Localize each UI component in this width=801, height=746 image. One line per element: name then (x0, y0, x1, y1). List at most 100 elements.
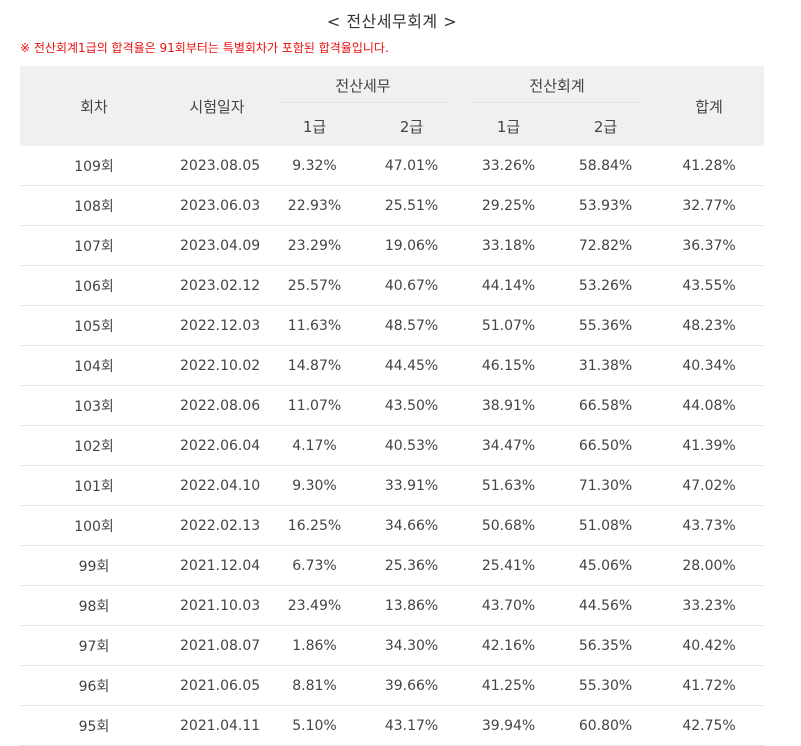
exam-date-cell: 2022.08.06 (168, 385, 266, 426)
round-cell: 102회 (20, 425, 168, 466)
exam-date-cell: 2023.02.12 (168, 265, 266, 306)
table-row: 96회 2021.06.05 8.81% 39.66% 41.25% 55.30% 41.7… (20, 665, 765, 706)
round-cell: 98회 (20, 585, 168, 626)
tax-grade1-rate-cell: 25.57% (266, 265, 363, 306)
tax-grade1-rate-cell: 5.10% (266, 705, 363, 746)
exam-date-cell: 2021.08.07 (168, 625, 266, 666)
total-rate-cell: 40.42% (654, 625, 765, 666)
exam-date-cell: 2022.04.10 (168, 465, 266, 506)
table-row: 109회 2023.08.05 9.32% 47.01% 33.26% 58.84% 41.… (20, 146, 765, 186)
table-row: 104회 2022.10.02 14.87% 44.45% 46.15% 31.38% 40… (20, 345, 765, 386)
exam-date-cell: 2021.12.04 (168, 545, 266, 586)
tax-grade2-rate-cell: 48.57% (363, 305, 461, 346)
acc-grade2-rate-cell: 53.93% (557, 185, 655, 226)
acc-grade2-rate-cell: 55.36% (557, 305, 655, 346)
round-cell: 104회 (20, 345, 168, 386)
total-rate-cell: 41.28% (654, 146, 765, 186)
tax-grade1-rate-cell: 9.30% (266, 465, 363, 506)
acc-grade2-rate-cell: 71.30% (557, 465, 655, 506)
acc-grade1-rate-cell: 25.41% (460, 545, 558, 586)
exam-date-cell: 2022.12.03 (168, 305, 266, 346)
total-rate-cell: 44.08% (654, 385, 765, 426)
header-exam-date: 시험일자 (168, 66, 266, 146)
tax-grade1-rate-cell: 9.32% (266, 146, 363, 186)
table-row: 107회 2023.04.09 23.29% 19.06% 33.18% 72.82% 36… (20, 225, 765, 266)
tax-grade2-rate-cell: 25.36% (363, 545, 461, 586)
round-cell: 101회 (20, 465, 168, 506)
tax-grade2-rate-cell: 19.06% (363, 225, 461, 266)
header-accounting-group: 전산회계 (460, 66, 655, 106)
table-row: 108회 2023.06.03 22.93% 25.51% 29.25% 53.93% 32… (20, 185, 765, 226)
tax-grade1-rate-cell: 23.29% (266, 225, 363, 266)
total-rate-cell: 43.55% (654, 265, 765, 306)
acc-grade2-rate-cell: 60.80% (557, 705, 655, 746)
acc-grade2-rate-cell: 51.08% (557, 505, 655, 546)
total-rate-cell: 47.02% (654, 465, 765, 506)
header-tax-group: 전산세무 (266, 66, 461, 106)
table-header: 회차 시험일자 전산세무 전산회계 합계 1급 2급 1급 2급 (20, 66, 765, 146)
round-cell: 108회 (20, 185, 168, 226)
exam-date-cell: 2022.02.13 (168, 505, 266, 546)
acc-grade2-rate-cell: 31.38% (557, 345, 655, 386)
header-accounting-group-label: 전산회계 (472, 69, 643, 103)
tax-grade2-rate-cell: 40.67% (363, 265, 461, 306)
round-cell: 97회 (20, 625, 168, 666)
tax-grade2-rate-cell: 34.30% (363, 625, 461, 666)
tax-grade2-rate-cell: 13.86% (363, 585, 461, 626)
table-row: 100회 2022.02.13 16.25% 34.66% 50.68% 51.08% 43… (20, 505, 765, 546)
acc-grade1-rate-cell: 50.68% (460, 505, 558, 546)
round-cell: 95회 (20, 705, 168, 746)
tax-grade2-rate-cell: 25.51% (363, 185, 461, 226)
acc-grade2-rate-cell: 45.06% (557, 545, 655, 586)
acc-grade1-rate-cell: 51.63% (460, 465, 558, 506)
acc-grade2-rate-cell: 72.82% (557, 225, 655, 266)
acc-grade1-rate-cell: 38.91% (460, 385, 558, 426)
table-row: 102회 2022.06.04 4.17% 40.53% 34.47% 66.50% 41.… (20, 425, 765, 466)
exam-date-cell: 2023.08.05 (168, 146, 266, 186)
exam-date-cell: 2023.04.09 (168, 225, 266, 266)
tax-grade2-rate-cell: 43.50% (363, 385, 461, 426)
table-row: 99회 2021.12.04 6.73% 25.36% 25.41% 45.06% 28.0… (20, 545, 765, 586)
total-rate-cell: 41.39% (654, 425, 765, 466)
acc-grade1-rate-cell: 44.14% (460, 265, 558, 306)
round-cell: 103회 (20, 385, 168, 426)
page-title: < 전산세무회계 > (326, 12, 458, 31)
round-cell: 99회 (20, 545, 168, 586)
acc-grade1-rate-cell: 34.47% (460, 425, 558, 466)
total-rate-cell: 40.34% (654, 345, 765, 386)
tax-grade1-rate-cell: 4.17% (266, 425, 363, 466)
tax-grade2-rate-cell: 40.53% (363, 425, 461, 466)
acc-grade2-rate-cell: 44.56% (557, 585, 655, 626)
header-tax-grade2: 2급 (363, 106, 461, 146)
round-cell: 109회 (20, 146, 168, 186)
header-acc-grade1: 1급 (460, 106, 558, 146)
acc-grade1-rate-cell: 33.26% (460, 146, 558, 186)
tax-grade2-rate-cell: 39.66% (363, 665, 461, 706)
tax-grade2-rate-cell: 43.17% (363, 705, 461, 746)
tax-grade1-rate-cell: 16.25% (266, 505, 363, 546)
total-rate-cell: 41.72% (654, 665, 765, 706)
total-rate-cell: 43.73% (654, 505, 765, 546)
total-rate-cell: 33.23% (654, 585, 765, 626)
header-total: 합계 (654, 66, 765, 146)
acc-grade1-rate-cell: 33.18% (460, 225, 558, 266)
acc-grade2-rate-cell: 56.35% (557, 625, 655, 666)
acc-grade1-rate-cell: 51.07% (460, 305, 558, 346)
header-round: 회차 (20, 66, 168, 146)
total-rate-cell: 28.00% (654, 545, 765, 586)
acc-grade2-rate-cell: 66.50% (557, 425, 655, 466)
tax-grade1-rate-cell: 6.73% (266, 545, 363, 586)
header-tax-group-label: 전산세무 (278, 69, 449, 103)
exam-date-cell: 2022.06.04 (168, 425, 266, 466)
round-cell: 105회 (20, 305, 168, 346)
tax-grade2-rate-cell: 34.66% (363, 505, 461, 546)
round-cell: 100회 (20, 505, 168, 546)
pass-rate-notice: ※ 전산회계1급의 합격율은 91회부터는 특별회차가 포함된 합격율입니다. (20, 41, 389, 55)
table-row: 101회 2022.04.10 9.30% 33.91% 51.63% 71.30% 47.… (20, 465, 765, 506)
tax-grade2-rate-cell: 44.45% (363, 345, 461, 386)
tax-grade1-rate-cell: 22.93% (266, 185, 363, 226)
table-row: 97회 2021.08.07 1.86% 34.30% 42.16% 56.35% 40.4… (20, 625, 765, 666)
acc-grade1-rate-cell: 29.25% (460, 185, 558, 226)
table-row: 106회 2023.02.12 25.57% 40.67% 44.14% 53.26% 43… (20, 265, 765, 306)
exam-date-cell: 2021.04.11 (168, 705, 266, 746)
